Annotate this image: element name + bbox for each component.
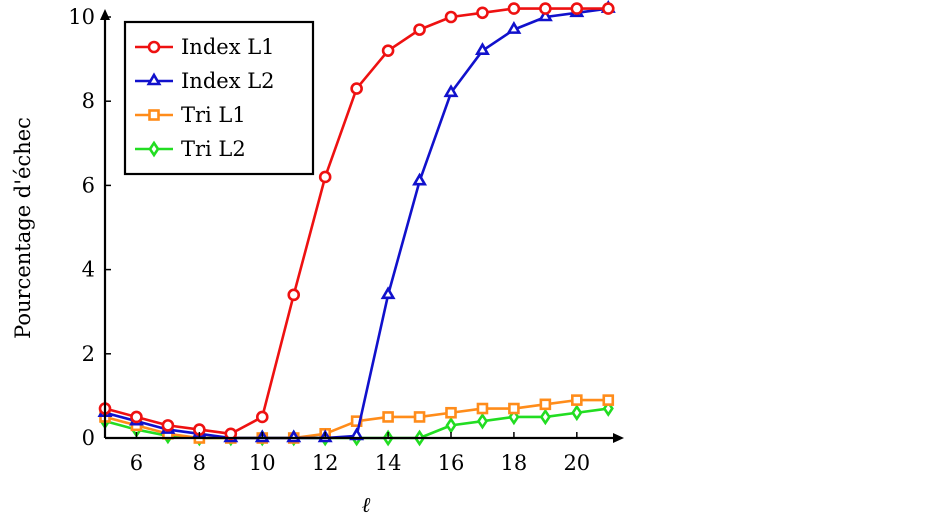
data-point-tri-l1-15 — [413, 411, 426, 423]
y-tick-label-0: 0 — [82, 426, 95, 450]
data-point-index-l1-11 — [287, 288, 301, 302]
data-point-tri-l1-21 — [602, 394, 615, 406]
data-point-index-l1-12 — [318, 170, 332, 184]
y-tick-label-6: 6 — [82, 173, 95, 197]
legend-label-tri-l1: Tri L1 — [181, 103, 246, 127]
data-point-tri-l1-16 — [445, 406, 457, 419]
data-point-index-l2-15 — [412, 172, 428, 186]
x-tick-label-18: 18 — [501, 451, 528, 475]
series-index-l1 — [98, 2, 615, 441]
y-tick-label-2: 2 — [82, 342, 95, 366]
x-axis-arrow — [613, 433, 624, 443]
data-point-index-l1-21 — [601, 2, 615, 15]
data-point-index-l1-10 — [255, 410, 269, 424]
axes-layer: 6 8 10 12 14 16 18 20 0 2 4 6 8 10 — [68, 5, 624, 475]
x-tick-label-8: 8 — [193, 451, 206, 475]
data-point-index-l1-18 — [507, 2, 521, 15]
data-point-index-l1-14 — [381, 44, 395, 57]
y-axis-arrow — [100, 9, 110, 20]
x-tick-label-14: 14 — [375, 451, 402, 475]
data-point-index-l1-17 — [476, 6, 489, 20]
data-point-index-l1-6 — [130, 410, 143, 424]
legend-entry-tri-l1: Tri L1 — [135, 103, 246, 127]
data-point-tri-l1-20 — [571, 394, 583, 406]
legend-entry-index-l1: Index L1 — [135, 35, 275, 59]
data-point-index-l2-17 — [474, 42, 490, 55]
legend-label-tri-l2: Tri L2 — [181, 137, 246, 161]
series-layer — [97, 0, 616, 447]
data-point-tri-l1-17 — [476, 402, 489, 415]
legend-label-index-l1: Index L1 — [181, 35, 275, 59]
x-tick-label-6: 6 — [130, 451, 143, 475]
x-tick-label-10: 10 — [249, 451, 276, 475]
data-point-index-l1-13 — [350, 82, 363, 95]
x-tick-label-20: 20 — [563, 451, 590, 475]
data-point-index-l1-20 — [570, 2, 584, 15]
legend-marker-index-l2 — [146, 72, 162, 86]
legend-marker-tri-l2 — [148, 140, 160, 158]
legend-entry-index-l2: Index L2 — [135, 69, 275, 93]
data-point-index-l2-16 — [443, 84, 459, 98]
data-point-tri-l2-19 — [539, 408, 551, 426]
data-point-index-l2-18 — [506, 21, 522, 34]
data-point-tri-l2-16 — [445, 417, 457, 434]
y-tick-label-4: 4 — [82, 258, 95, 282]
data-point-tri-l2-17 — [476, 412, 489, 430]
legend-marker-index-l1 — [147, 40, 161, 54]
data-point-tri-l2-20 — [571, 404, 583, 422]
data-point-index-l1-19 — [539, 2, 552, 15]
x-axis-title: ℓ — [362, 493, 371, 517]
data-point-tri-l1-14 — [382, 411, 394, 423]
data-point-index-l1-7 — [161, 419, 175, 432]
data-point-tri-l1-19 — [539, 398, 552, 411]
x-tick-label-12: 12 — [312, 451, 339, 475]
y-tick-label-10: 10 — [68, 5, 95, 29]
y-axis-title: Pourcentage d'échec — [11, 117, 35, 339]
data-point-index-l2-14 — [380, 286, 396, 300]
legend: Index L1 Index L2 Tri L1 Tri L2 — [123, 20, 315, 176]
data-point-index-l1-15 — [413, 23, 426, 36]
legend-label-index-l2: Index L2 — [181, 69, 275, 93]
data-point-tri-l1-18 — [508, 402, 520, 415]
x-tick-label-16: 16 — [438, 451, 465, 475]
y-tick-label-8: 8 — [82, 89, 95, 113]
legend-marker-tri-l1 — [148, 109, 160, 121]
data-point-index-l1-16 — [444, 10, 458, 24]
legend-entry-tri-l2: Tri L2 — [135, 137, 246, 161]
data-point-index-l2-19 — [537, 8, 553, 22]
